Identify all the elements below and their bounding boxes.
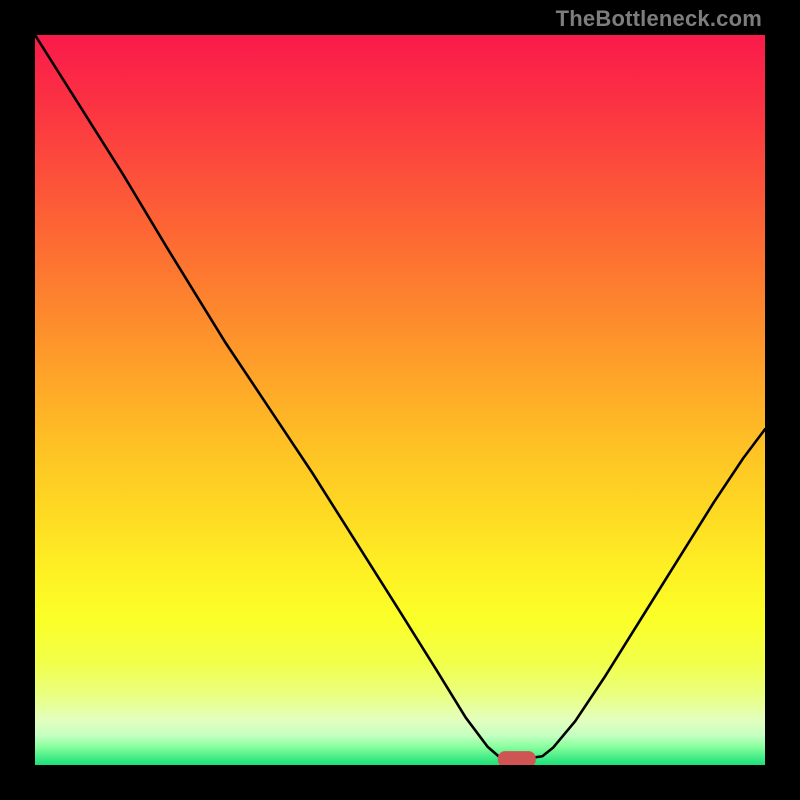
bottleneck-curve	[35, 35, 765, 758]
minimum-marker	[498, 751, 536, 765]
watermark-text: TheBottleneck.com	[556, 6, 762, 32]
plot-area	[35, 35, 765, 765]
curve-layer	[35, 35, 765, 765]
chart-frame: TheBottleneck.com	[0, 0, 800, 800]
